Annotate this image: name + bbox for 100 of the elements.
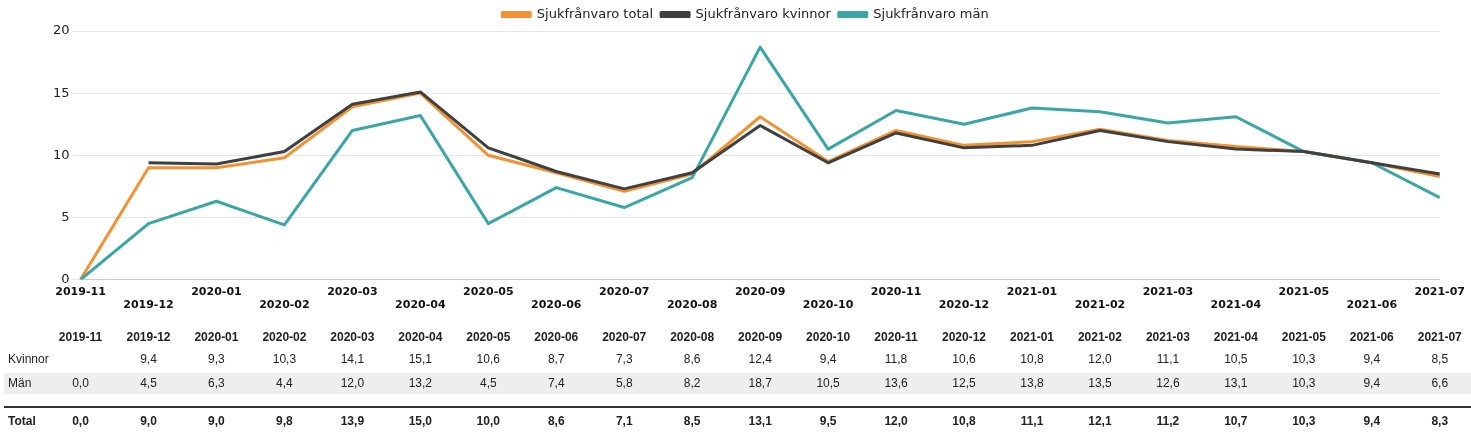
category-label: 2020-09 xyxy=(734,285,786,299)
x-tick-label: 2020-11 xyxy=(874,330,918,344)
y-tick-label: 20 xyxy=(53,22,70,38)
data-label: 9,4 xyxy=(140,352,157,366)
data-label: 11,1 xyxy=(1020,414,1044,428)
category-label: 2020-03 xyxy=(327,285,378,299)
data-label: 10,8 xyxy=(1020,352,1044,366)
x-tick-label: 2019-12 xyxy=(126,330,171,344)
data-label: 5,8 xyxy=(615,376,633,390)
y-tick-label: 5 xyxy=(61,208,70,224)
legend-label: Sjukfrånvaro total xyxy=(536,5,654,21)
category-label: 2021-07 xyxy=(1414,285,1466,299)
data-label: 6,3 xyxy=(208,376,225,390)
text: Män xyxy=(8,376,32,390)
category-label: 2021-01 xyxy=(1006,285,1058,299)
data-label: 9,4 xyxy=(819,352,837,366)
x-tick-label: 2021-04 xyxy=(1213,330,1258,344)
data-label: 9,4 xyxy=(1363,376,1381,390)
data-label: 13,5 xyxy=(1088,376,1112,390)
data-label: 7,4 xyxy=(547,376,565,390)
y-tick-label: 10 xyxy=(53,146,70,162)
data-label: 10,6 xyxy=(952,352,976,366)
x-tick-label: 2020-01 xyxy=(194,330,239,344)
data-label: 13,2 xyxy=(408,376,433,390)
data-label: 8,6 xyxy=(547,414,565,428)
category-label: 2021-06 xyxy=(1346,298,1398,312)
x-tick-label: 2021-02 xyxy=(1077,330,1122,344)
data-label: 11,2 xyxy=(1156,414,1180,428)
legend-label: Sjukfrånvaro män xyxy=(873,5,989,21)
category-label: 2020-04 xyxy=(395,298,446,312)
data-label: 9,5 xyxy=(819,414,837,428)
data-label: 10,7 xyxy=(1224,414,1248,428)
data-label: 4,4 xyxy=(276,376,293,390)
data-label: 14,1 xyxy=(340,352,365,366)
data-label: 7,1 xyxy=(615,414,633,428)
x-tick-label: 2020-06 xyxy=(534,330,579,344)
data-label: 4,5 xyxy=(140,376,157,390)
category-label: 2019-12 xyxy=(123,298,174,312)
x-tick-label: 2020-09 xyxy=(738,330,783,344)
x-tick-label: 2020-10 xyxy=(806,330,851,344)
data-label: 9,8 xyxy=(276,414,293,428)
category-label: 2021-03 xyxy=(1142,285,1194,299)
data-label: 12,5 xyxy=(952,376,976,390)
x-tick-label: 2021-03 xyxy=(1145,330,1190,344)
data-label: 15,1 xyxy=(408,352,433,366)
data-label: 10,3 xyxy=(1292,414,1316,428)
text: Total xyxy=(8,414,36,428)
data-label: 15,0 xyxy=(408,414,433,428)
data-label: 9,0 xyxy=(140,414,157,428)
data-label: 8,7 xyxy=(547,352,565,366)
data-label: 11,1 xyxy=(1156,352,1180,366)
category-label: 2020-01 xyxy=(191,285,242,299)
category-label: 2020-12 xyxy=(938,298,990,312)
data-label: 13,9 xyxy=(340,414,365,428)
x-tick-label: 2020-07 xyxy=(602,330,647,344)
x-tick-label: 2020-02 xyxy=(262,330,307,344)
data-label: 9,4 xyxy=(1363,352,1381,366)
data-label: 10,0 xyxy=(476,414,500,428)
y-tick-label: 15 xyxy=(53,84,70,100)
x-tick-label: 2019-11 xyxy=(58,330,103,344)
data-label: 12,4 xyxy=(748,352,772,366)
data-label: 10,5 xyxy=(816,376,840,390)
data-label: 6,6 xyxy=(1431,376,1449,390)
text: Kvinnor xyxy=(8,352,49,366)
data-label: 13,8 xyxy=(1020,376,1044,390)
data-label: 18,7 xyxy=(748,376,772,390)
category-label: 2021-05 xyxy=(1278,285,1330,299)
x-tick-label: 2020-08 xyxy=(670,330,715,344)
category-label: 2020-02 xyxy=(259,298,310,312)
data-label: 8,2 xyxy=(683,376,701,390)
data-label: 13,1 xyxy=(748,414,772,428)
data-label: 10,5 xyxy=(1224,352,1248,366)
category-label: 2019-11 xyxy=(55,285,106,299)
x-tick-label: 2021-07 xyxy=(1417,330,1462,344)
data-label: 10,3 xyxy=(1292,376,1316,390)
x-tick-label: 2021-05 xyxy=(1281,330,1326,344)
category-label: 2021-02 xyxy=(1074,298,1126,312)
category-label: 2020-07 xyxy=(598,285,650,299)
x-tick-label: 2020-12 xyxy=(941,330,987,344)
data-label: 0,0 xyxy=(72,414,89,428)
data-label: 8,3 xyxy=(1431,414,1449,428)
legend-label: Sjukfrånvaro kvinnor xyxy=(695,5,832,21)
data-label: 7,3 xyxy=(615,352,633,366)
category-label: 2020-10 xyxy=(802,298,854,312)
data-label: 0,0 xyxy=(72,376,89,390)
x-tick-label: 2020-05 xyxy=(466,330,511,344)
data-label: 8,5 xyxy=(683,414,701,428)
data-label: 10,6 xyxy=(476,352,500,366)
data-label: 9,4 xyxy=(1363,414,1381,428)
data-label: 10,3 xyxy=(1292,352,1316,366)
data-label: 9,3 xyxy=(208,352,225,366)
data-label: 11,8 xyxy=(884,352,908,366)
data-label: 12,6 xyxy=(1156,376,1180,390)
category-label: 2020-06 xyxy=(531,298,582,312)
x-tick-label: 2021-06 xyxy=(1349,330,1394,344)
data-label: 12,0 xyxy=(884,414,908,428)
data-label: 13,1 xyxy=(1224,376,1248,390)
data-label: 13,6 xyxy=(884,376,908,390)
data-label: 10,3 xyxy=(272,352,297,366)
data-label: 8,5 xyxy=(1431,352,1449,366)
